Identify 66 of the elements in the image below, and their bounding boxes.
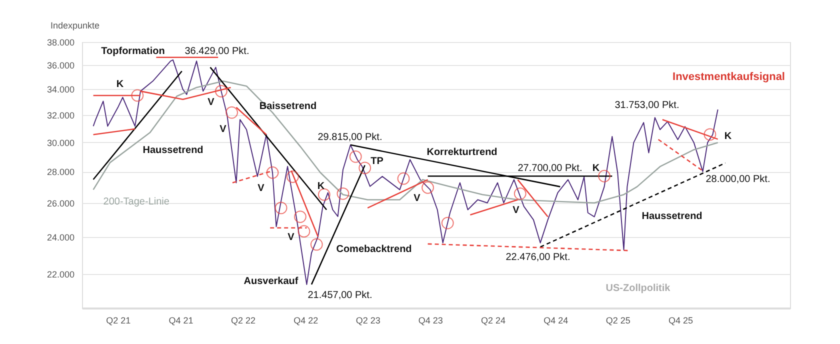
- x-tick-label: Q2 25: [606, 316, 630, 326]
- point: [598, 170, 610, 182]
- annotation: V: [220, 124, 227, 135]
- y-tick-label: 34.000: [46, 84, 74, 95]
- text: Investmentkaufsignal: [672, 71, 785, 83]
- point: [318, 188, 330, 201]
- annotation: K: [592, 163, 600, 174]
- annotation: V: [512, 205, 520, 216]
- x-tick-label: Q4 23: [418, 316, 443, 326]
- point: [441, 216, 454, 230]
- y-tick-label: 22.000: [46, 269, 74, 280]
- point: [310, 238, 323, 251]
- point: [226, 106, 238, 119]
- y-tick-label: 26.000: [46, 198, 74, 209]
- annotation: Ausverkauf: [244, 276, 299, 287]
- y-tick-label: 30.000: [46, 138, 74, 148]
- series-label: 200-Tage-Linie: [103, 196, 170, 208]
- x-tick-label: Q2 21: [106, 316, 131, 326]
- point: [298, 225, 310, 238]
- point: [336, 187, 350, 200]
- x-tick-label: Q4 22: [294, 316, 318, 326]
- annotation: Haussetrend: [142, 145, 204, 156]
- point: [358, 162, 372, 174]
- annotation: Korrekturtrend: [426, 147, 498, 158]
- y-tick-label: 28.000: [46, 167, 74, 178]
- point: [422, 181, 434, 194]
- y-tick-label: 24.000: [46, 232, 74, 242]
- point: [266, 166, 279, 179]
- y-axis-title: Indexpunkte: [50, 20, 100, 30]
- annotation: 21.457,00 Pkt.: [308, 290, 372, 301]
- point: [349, 150, 362, 163]
- x-tick-label: Q2 23: [356, 316, 380, 326]
- point: [274, 202, 288, 214]
- annotation: V: [414, 193, 421, 204]
- annotation: 28.000,00 Pkt.: [706, 174, 770, 185]
- point: [514, 187, 526, 200]
- annotation: V: [258, 183, 265, 194]
- x-tick-label: Q4 24: [544, 316, 568, 326]
- annotation: V: [288, 232, 295, 243]
- point: [397, 172, 410, 185]
- x-tick-label: Q2 24: [481, 316, 506, 326]
- annotation: K: [317, 181, 326, 192]
- y-tick-label: 36.000: [46, 60, 74, 70]
- annotation: Haussetrend: [642, 211, 702, 222]
- annotation: 27.700,00 Pkt.: [518, 163, 582, 174]
- annotation: K: [724, 131, 732, 142]
- annotation: 31.753,00 Pkt.: [614, 100, 680, 111]
- annotation: 22.476,00 Pkt.: [506, 252, 570, 263]
- x-tick-label: Q4 21: [168, 316, 194, 326]
- annotation: V: [208, 97, 215, 108]
- annotation: US-Zollpolitik: [606, 283, 671, 294]
- annotation: K: [116, 79, 124, 90]
- point: [286, 170, 299, 183]
- point: [704, 128, 716, 141]
- y-tick-label: 32.000: [46, 110, 74, 120]
- annotation: Baissetrend: [259, 101, 317, 112]
- annotation: TP: [370, 156, 384, 167]
- annotation: Topformation: [101, 46, 165, 57]
- point: [215, 85, 228, 98]
- y-tick-label: 38.000: [46, 38, 74, 48]
- x-tick-label: Q2 22: [230, 316, 256, 326]
- x-tick-label: Q4 25: [668, 316, 693, 326]
- annotation: Comebacktrend: [336, 244, 412, 255]
- annotation: 36.429,00 Pkt.: [184, 46, 250, 57]
- annotation: 29.815,00 Pkt.: [318, 132, 382, 143]
- point: [294, 210, 306, 223]
